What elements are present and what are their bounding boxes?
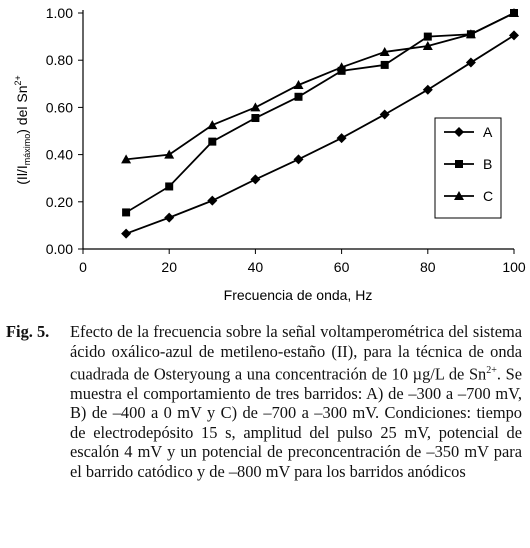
caption-text-main: Efecto de la frecuencia sobre la señal v… bbox=[70, 322, 522, 384]
y-axis-label-mid: ) del Sn bbox=[14, 86, 30, 134]
legend-items: ABC bbox=[444, 124, 493, 204]
y-axis-label-sub: máximo bbox=[22, 134, 32, 166]
legend: ABC bbox=[434, 117, 502, 219]
series-b-point bbox=[122, 208, 131, 217]
x-tick-label: 80 bbox=[420, 259, 436, 275]
x-tick-label: 100 bbox=[502, 259, 526, 275]
y-ticks: 0.00 0.20 0.40 0.60 0.80 1.00 bbox=[46, 5, 83, 257]
series-layer bbox=[121, 8, 519, 239]
caption-text-rest: . Se muestra el comportamiento de tres b… bbox=[70, 364, 523, 481]
y-tick-label: 0.80 bbox=[46, 52, 73, 68]
y-tick-label: 0.40 bbox=[46, 147, 73, 163]
series-b-point bbox=[294, 92, 303, 101]
series-c-point bbox=[379, 46, 390, 56]
y-axis-label-sup: 2+ bbox=[13, 75, 23, 85]
series-a-point bbox=[207, 195, 218, 206]
series-c-point bbox=[121, 154, 132, 164]
legend-c-label: C bbox=[483, 188, 493, 204]
x-tick-label: 20 bbox=[161, 259, 177, 275]
series-c-point bbox=[509, 8, 519, 17]
series-c-point bbox=[250, 102, 261, 112]
series-a-point bbox=[250, 174, 261, 185]
y-axis-label: (Il/Imáximo) del Sn2+ bbox=[13, 75, 32, 184]
x-tick-label: 40 bbox=[248, 259, 264, 275]
series-b-point bbox=[208, 137, 217, 146]
series-b-point bbox=[165, 182, 174, 191]
figure-label: Fig. 5. bbox=[6, 322, 50, 341]
x-tick-label: 60 bbox=[334, 259, 350, 275]
series-c-point bbox=[336, 62, 347, 72]
series-c-point bbox=[164, 149, 175, 159]
y-axis-label-prefix: (Il/I bbox=[14, 165, 30, 184]
series-a-point bbox=[293, 154, 304, 165]
legend-box bbox=[434, 117, 502, 219]
caption-text: Efecto de la frecuencia sobre la señal v… bbox=[70, 322, 522, 481]
y-tick-label: 0.60 bbox=[46, 99, 73, 115]
legend-b-marker bbox=[455, 160, 463, 168]
series-b-line bbox=[125, 12, 515, 214]
series-a-point bbox=[164, 212, 175, 223]
series-a-point bbox=[379, 109, 390, 120]
legend-a-marker bbox=[454, 127, 464, 137]
x-ticks: 0 20 40 60 80 100 bbox=[79, 249, 526, 275]
legend-b-label: B bbox=[483, 156, 492, 172]
series-b-point bbox=[380, 60, 389, 69]
chart: 0.00 0.20 0.40 0.60 0.80 1.00 0 20 40 60 80 100 Fr… bbox=[13, 5, 526, 303]
series-a-line bbox=[125, 34, 515, 235]
series-b-point bbox=[251, 114, 260, 123]
caption-superscript: 2+ bbox=[486, 365, 497, 376]
x-axis-label: Frecuencia de onda, Hz bbox=[224, 287, 373, 303]
series-a-point bbox=[509, 30, 519, 41]
series-c-point bbox=[465, 29, 476, 39]
legend-c-marker bbox=[454, 191, 464, 200]
series-c-line bbox=[126, 12, 515, 161]
series-a-point bbox=[465, 57, 476, 68]
y-tick-label: 0.00 bbox=[46, 241, 73, 257]
series-c-point bbox=[207, 120, 218, 130]
x-tick-label: 0 bbox=[79, 259, 87, 275]
series-a-point bbox=[336, 133, 347, 144]
plot-area: 0.00 0.20 0.40 0.60 0.80 1.00 0 20 40 60 80 100 bbox=[46, 5, 526, 275]
y-tick-label: 1.00 bbox=[46, 5, 73, 21]
legend-a-label: A bbox=[483, 124, 493, 140]
series-c-point bbox=[422, 41, 433, 51]
y-tick-label: 0.20 bbox=[46, 194, 73, 210]
figure-caption: Fig. 5. Efecto de la frecuencia sobre la… bbox=[6, 322, 522, 481]
series-a-point bbox=[121, 228, 132, 239]
series-a-point bbox=[422, 84, 433, 95]
series-c-point bbox=[293, 79, 304, 89]
series-b-point bbox=[423, 32, 432, 41]
